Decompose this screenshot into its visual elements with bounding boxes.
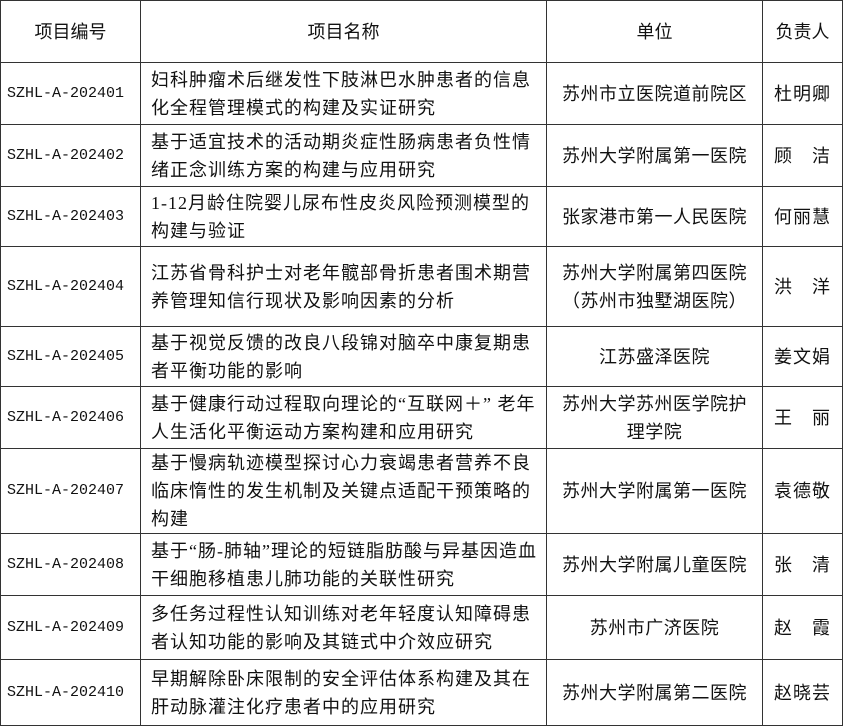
project-name: 基于健康行动过程取向理论的“互联网＋” 老年人生活化平衡运动方案构建和应用研究 — [140, 386, 547, 449]
project-code: SZHL-A-202408 — [0, 533, 141, 596]
unit: 苏州大学附属第四医院（苏州市独墅湖医院） — [546, 246, 763, 327]
table-row: SZHL-A-202407 基于慢病轨迹模型探讨心力衰竭患者营养不良临床惰性的发生… — [0, 448, 843, 534]
project-code: SZHL-A-202401 — [0, 62, 141, 125]
project-code: SZHL-A-202407 — [0, 448, 141, 534]
table-body: SZHL-A-202401 妇科肿瘤术后继发性下肢淋巴水肿患者的信息化全程管理模式… — [0, 62, 843, 726]
project-name: 基于“肠-肺轴”理论的短链脂肪酸与异基因造血干细胞移植患儿肺功能的关联性研究 — [140, 533, 547, 596]
table-row: SZHL-A-202410 早期解除卧床限制的安全评估体系构建及其在肝动脉灌注化疗… — [0, 659, 843, 726]
project-code: SZHL-A-202405 — [0, 326, 141, 387]
project-name: 基于适宜技术的活动期炎症性肠病患者负性情绪正念训练方案的构建与应用研究 — [140, 124, 547, 187]
person-in-charge: 王 丽 — [762, 386, 843, 449]
project-name: 妇科肿瘤术后继发性下肢淋巴水肿患者的信息化全程管理模式的构建及实证研究 — [140, 62, 547, 125]
person-in-charge: 姜文娟 — [762, 326, 843, 387]
unit: 苏州大学附属第二医院 — [546, 659, 763, 726]
unit: 苏州市立医院道前院区 — [546, 62, 763, 125]
person-in-charge: 何丽慧 — [762, 186, 843, 247]
table-row: SZHL-A-202408 基于“肠-肺轴”理论的短链脂肪酸与异基因造血干细胞移植… — [0, 533, 843, 596]
unit: 苏州市广济医院 — [546, 595, 763, 660]
unit: 苏州大学附属第一医院 — [546, 124, 763, 187]
table-row: SZHL-A-202402 基于适宜技术的活动期炎症性肠病患者负性情绪正念训练方案… — [0, 124, 843, 187]
table-row: SZHL-A-202409 多任务过程性认知训练对老年轻度认知障碍患者认知功能的影… — [0, 595, 843, 660]
unit: 张家港市第一人民医院 — [546, 186, 763, 247]
project-code: SZHL-A-202406 — [0, 386, 141, 449]
table-row: SZHL-A-202404 江苏省骨科护士对老年髋部骨折患者围术期营养管理知信行现… — [0, 246, 843, 327]
project-code: SZHL-A-202410 — [0, 659, 141, 726]
unit: 苏州大学附属第一医院 — [546, 448, 763, 534]
header-cell: 单位 — [546, 0, 763, 63]
project-code: SZHL-A-202409 — [0, 595, 141, 660]
table-row: SZHL-A-202401 妇科肿瘤术后继发性下肢淋巴水肿患者的信息化全程管理模式… — [0, 62, 843, 125]
person-in-charge: 杜明卿 — [762, 62, 843, 125]
person-in-charge: 顾 洁 — [762, 124, 843, 187]
project-name: 基于慢病轨迹模型探讨心力衰竭患者营养不良临床惰性的发生机制及关键点适配干预策略的… — [140, 448, 547, 534]
project-name: 江苏省骨科护士对老年髋部骨折患者围术期营养管理知信行现状及影响因素的分析 — [140, 246, 547, 327]
table-row: SZHL-A-202406 基于健康行动过程取向理论的“互联网＋” 老年人生活化平… — [0, 386, 843, 449]
project-code: SZHL-A-202402 — [0, 124, 141, 187]
unit: 苏州大学附属儿童医院 — [546, 533, 763, 596]
header-cell: 项目编号 — [0, 0, 141, 63]
unit: 江苏盛泽医院 — [546, 326, 763, 387]
project-name: 基于视觉反馈的改良八段锦对脑卒中康复期患者平衡功能的影响 — [140, 326, 547, 387]
header-row: 项目编号 项目名称 单位 负责人 — [0, 0, 843, 63]
project-name: 多任务过程性认知训练对老年轻度认知障碍患者认知功能的影响及其链式中介效应研究 — [140, 595, 547, 660]
person-in-charge: 赵 霞 — [762, 595, 843, 660]
table-row: SZHL-A-202403 1-12月龄住院婴儿尿布性皮炎风险预测模型的构建与验证… — [0, 186, 843, 247]
table-row: SZHL-A-202405 基于视觉反馈的改良八段锦对脑卒中康复期患者平衡功能的影… — [0, 326, 843, 387]
person-in-charge: 赵晓芸 — [762, 659, 843, 726]
table-header: 项目编号 项目名称 单位 负责人 — [0, 0, 843, 63]
header-cell: 项目名称 — [140, 0, 547, 63]
project-name: 早期解除卧床限制的安全评估体系构建及其在肝动脉灌注化疗患者中的应用研究 — [140, 659, 547, 726]
project-code: SZHL-A-202403 — [0, 186, 141, 247]
project-code: SZHL-A-202404 — [0, 246, 141, 327]
project-name: 1-12月龄住院婴儿尿布性皮炎风险预测模型的构建与验证 — [140, 186, 547, 247]
unit: 苏州大学苏州医学院护理学院 — [546, 386, 763, 449]
person-in-charge: 袁德敬 — [762, 448, 843, 534]
person-in-charge: 洪 洋 — [762, 246, 843, 327]
person-in-charge: 张 清 — [762, 533, 843, 596]
header-cell: 负责人 — [762, 0, 843, 63]
